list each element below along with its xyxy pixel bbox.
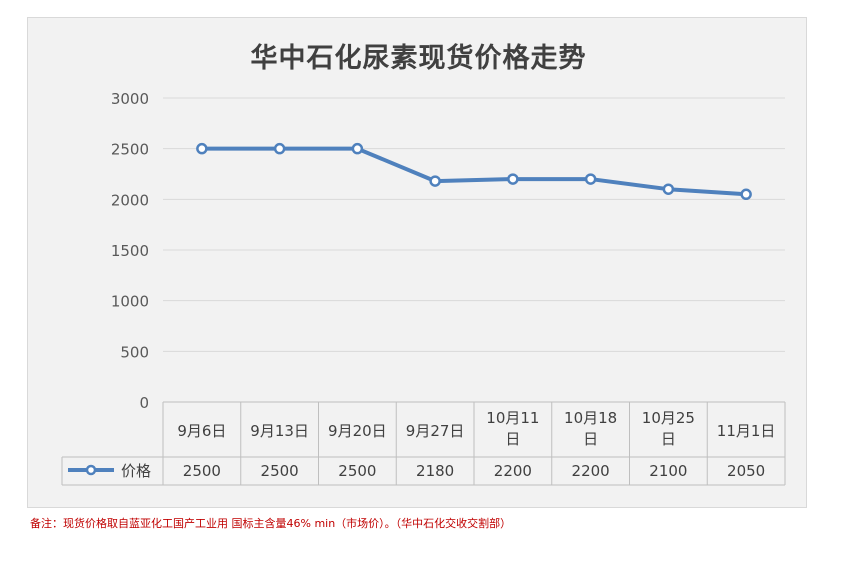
data-table-value: 2050: [727, 462, 765, 480]
y-tick-label: 2000: [111, 191, 149, 209]
category-label: 10月18 日: [564, 409, 617, 448]
data-table-value: 2500: [338, 462, 376, 480]
data-point: [507, 173, 519, 185]
data-point: [740, 188, 752, 201]
chart-area: [27, 17, 807, 508]
data-point: [351, 142, 364, 155]
data-point: [584, 173, 597, 185]
category-label: 10月11 日: [486, 409, 539, 448]
data-point: [429, 175, 441, 187]
data-table-value: 2500: [183, 462, 221, 480]
data-table-value: 2200: [494, 462, 532, 480]
data-table-value: 2500: [261, 462, 299, 480]
y-tick-label: 1000: [111, 293, 149, 311]
series-line: [199, 146, 749, 197]
category-label: 11月1日: [717, 422, 776, 440]
data-point: [662, 183, 675, 195]
data-table-value: 2100: [649, 462, 687, 480]
category-label: 9月27日: [406, 422, 465, 440]
y-tick-label: 2500: [111, 141, 149, 159]
y-tick-label: 500: [120, 343, 149, 361]
data-table-value: 2200: [572, 462, 610, 480]
chart-title: 华中石化尿素现货价格走势: [250, 43, 587, 74]
y-tick-label: 0: [139, 394, 149, 412]
legend-marker-icon: [85, 464, 97, 476]
category-label: 10月25 日: [642, 409, 695, 448]
data-point: [273, 142, 286, 155]
y-tick-label: 3000: [111, 90, 149, 108]
category-label: 9月13日: [250, 422, 309, 440]
data-point: [196, 142, 208, 155]
data-table-value: 2180: [416, 462, 454, 480]
category-label: 9月6日: [177, 422, 226, 440]
y-tick-label: 1500: [111, 242, 149, 260]
category-label: 9月20日: [328, 422, 387, 440]
legend-label: 价格: [121, 462, 151, 480]
footnote: 备注：现货价格取自蓝亚化工国产工业用 国标主含量46% min（市场价）。（华中…: [30, 517, 512, 530]
